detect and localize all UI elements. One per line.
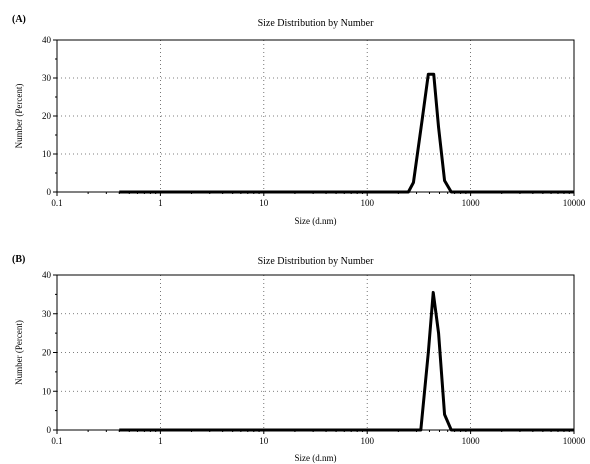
chart-0-xtick-label-4: 1000 xyxy=(462,198,481,208)
chart-0-ytick-label-3: 30 xyxy=(42,73,52,83)
chart-0-x-axis-label: Size (d.nm) xyxy=(295,216,337,226)
chart-1-panel-label: (B) xyxy=(12,254,25,265)
chart-1-xtick-label-0: 0.1 xyxy=(51,436,62,446)
chart-1-title: Size Distribution by Number xyxy=(258,256,374,267)
chart-1-ytick-label-3: 30 xyxy=(42,309,52,319)
chart-0-ytick-label-1: 10 xyxy=(42,149,52,159)
chart-0-xtick-label-0: 0.1 xyxy=(51,198,62,208)
chart-0-xtick-label-1: 1 xyxy=(158,198,163,208)
chart-1-frame xyxy=(56,274,575,431)
chart-1-xtick-label-1: 1 xyxy=(158,436,163,446)
chart-0-xtick-label-2: 10 xyxy=(259,198,269,208)
chart-0-y-axis-label: Number (Percent) xyxy=(14,84,24,149)
chart-1-xtick-label-4: 1000 xyxy=(462,436,481,446)
chart-1-ytick-label-0: 0 xyxy=(47,425,52,435)
chart-0-ytick-label-2: 20 xyxy=(42,111,52,121)
chart-1-ytick-label-4: 40 xyxy=(42,270,52,280)
chart-1-x-axis-label: Size (d.nm) xyxy=(295,453,337,463)
chart-1-ytick-label-2: 20 xyxy=(42,348,52,358)
chart-0-series-0 xyxy=(119,72,574,194)
chart-0-frame xyxy=(56,39,575,193)
chart-0-panel-label: (A) xyxy=(12,14,26,25)
chart-0-title: Size Distribution by Number xyxy=(258,18,374,29)
chart-1-ytick-label-1: 10 xyxy=(42,386,52,396)
chart-1-xtick-label-3: 100 xyxy=(360,436,374,446)
chart-1-series-0 xyxy=(119,290,574,432)
chart-0-ytick-label-4: 40 xyxy=(42,35,52,45)
chart-0-xtick-label-5: 10000 xyxy=(563,198,586,208)
chart-0: 0.1 1 10 100 1000 10000 0 10 20 30 40 Size Distribu… xyxy=(12,14,586,226)
chart-1-y-axis-label: Number (Percent) xyxy=(14,320,24,385)
chart-0-ytick-label-0: 0 xyxy=(47,187,52,197)
chart-1: 0.1 1 10 100 1000 10000 0 10 20 30 40 Size Distribu… xyxy=(12,254,586,463)
chart-1-xtick-label-5: 10000 xyxy=(563,436,586,446)
chart-0-xtick-label-3: 100 xyxy=(360,198,374,208)
chart-1-xtick-label-2: 10 xyxy=(259,436,269,446)
